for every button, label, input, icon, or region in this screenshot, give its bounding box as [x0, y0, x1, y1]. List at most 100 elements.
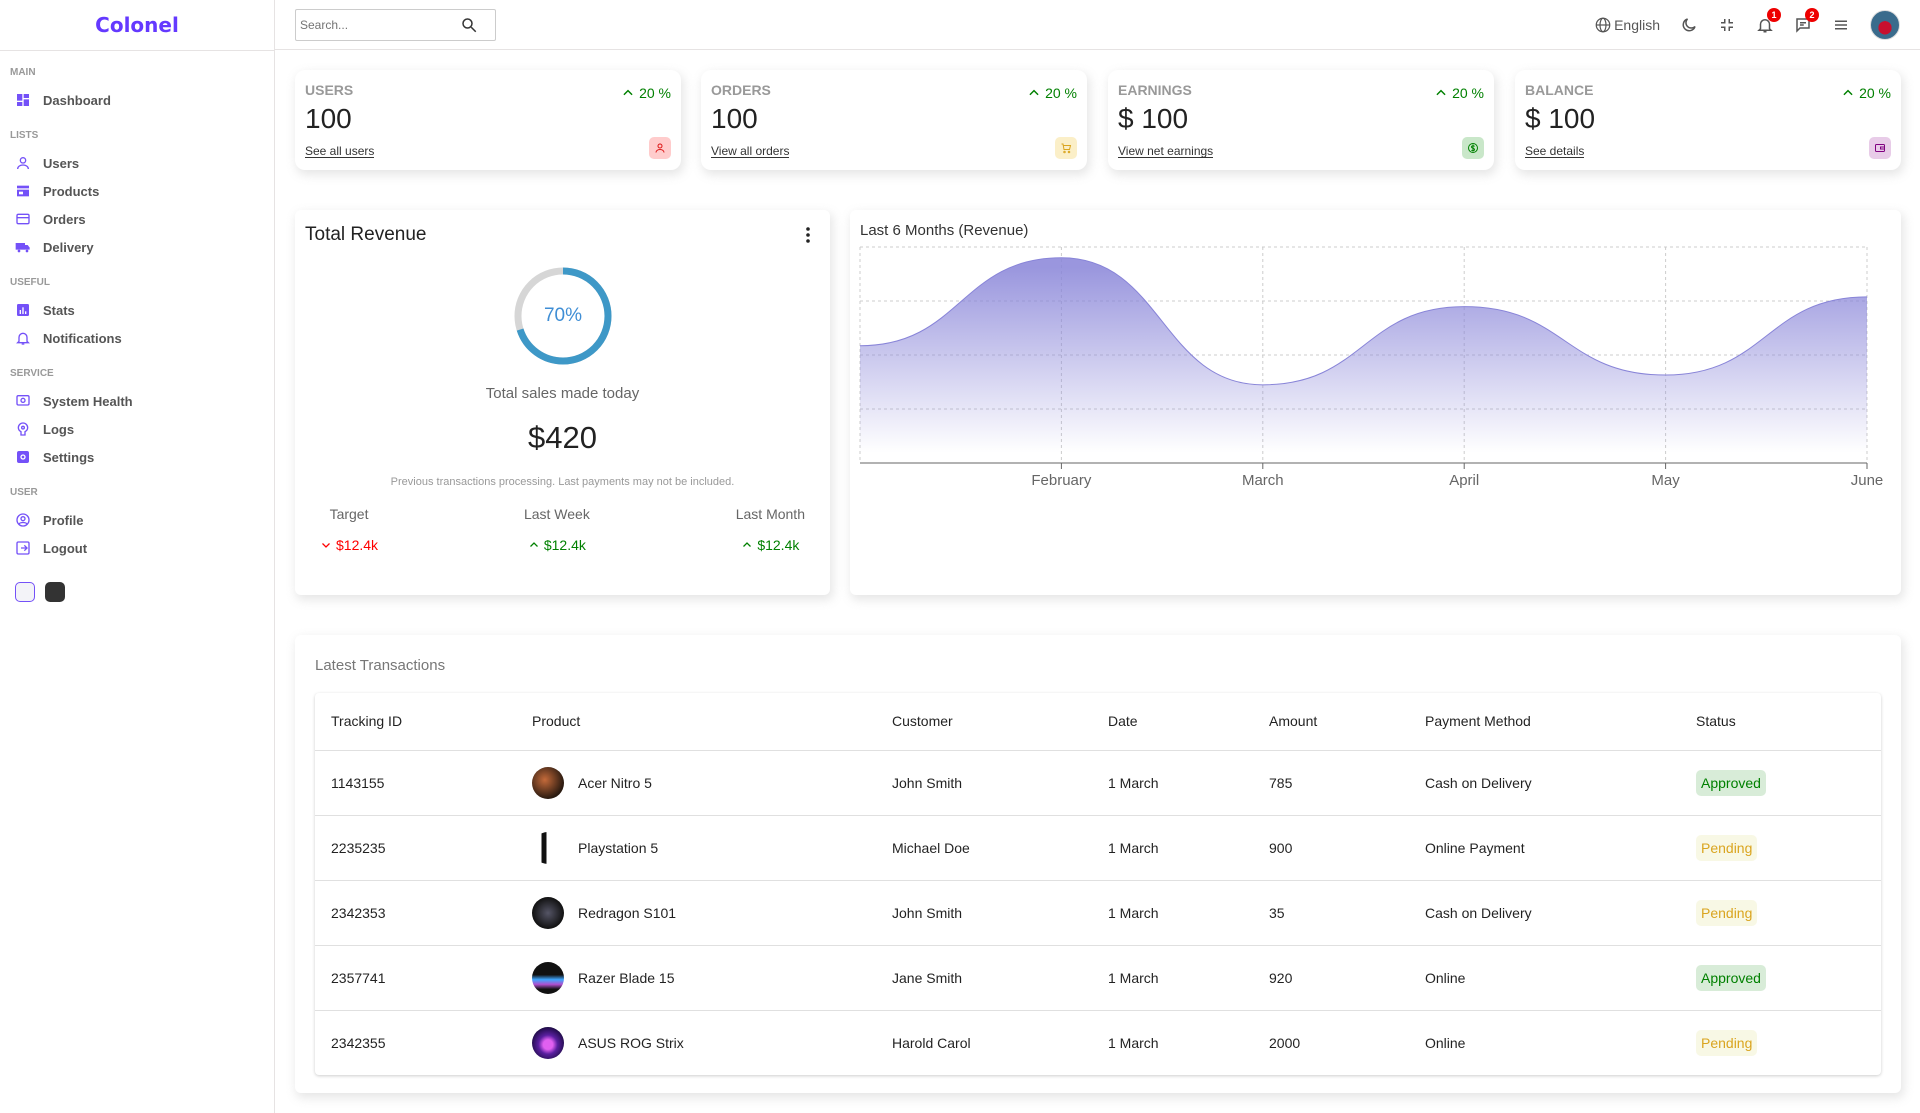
- featured-title: Total Revenue: [305, 224, 427, 245]
- widget-title: ORDERS: [711, 82, 771, 98]
- status-badge: Pending: [1696, 899, 1758, 926]
- sidebar-item-system-health[interactable]: System Health: [10, 387, 274, 415]
- x-tick-label: June: [1851, 472, 1884, 489]
- payment-method-cell: Online: [1425, 1034, 1466, 1051]
- sidebar-item-label: Profile: [43, 512, 84, 528]
- dark-mode-toggle[interactable]: [1680, 16, 1698, 34]
- status-badge: Pending: [1696, 1029, 1758, 1056]
- table-row[interactable]: 2235235 Playstation 5 Michael Doe 1 Marc…: [315, 815, 1881, 881]
- widget-percentage-value: 20 %: [639, 85, 671, 101]
- featured-amount: $420: [528, 420, 597, 455]
- product-name: ASUS ROG Strix: [578, 1034, 684, 1051]
- fullscreen-exit-button[interactable]: [1718, 16, 1736, 34]
- sidebar-item-label: Products: [43, 183, 100, 199]
- widget-link[interactable]: See all users: [305, 144, 375, 158]
- widget-title: BALANCE: [1525, 82, 1594, 98]
- sidebar-item-label: Settings: [43, 449, 95, 465]
- widget-icon: [1869, 137, 1891, 159]
- summary-last-month: Last Month $12.4k: [736, 506, 805, 553]
- widget-percentage: 20 %: [1841, 85, 1891, 101]
- user-avatar[interactable]: [1870, 9, 1900, 40]
- product-image: [532, 961, 564, 994]
- product-cell: Redragon S101: [516, 880, 876, 946]
- summary-result: $12.4k: [736, 537, 805, 553]
- app-logo[interactable]: Colonel: [95, 13, 179, 37]
- amount-cell: 35: [1253, 880, 1409, 946]
- summary-value: $12.4k: [757, 537, 800, 553]
- sidebar-section-title: USER: [10, 487, 38, 498]
- widget-counter: $ 100: [1118, 103, 1189, 134]
- revenue-chart-card: Last 6 Months (Revenue) February March Apr…: [850, 210, 1901, 595]
- sidebar-item-users[interactable]: Users: [10, 149, 274, 177]
- sidebar-item-label: System Health: [43, 393, 133, 409]
- status-cell: Pending: [1680, 815, 1881, 881]
- sidebar-item-delivery[interactable]: Delivery: [10, 233, 274, 261]
- product-cell: Playstation 5: [516, 815, 876, 881]
- payment-method-cell: Online: [1409, 945, 1680, 1011]
- summary-result: $12.4k: [320, 537, 378, 553]
- widget-percentage-value: 20 %: [1045, 85, 1077, 101]
- customer-cell: Jane Smith: [876, 945, 1092, 1011]
- payment-method-cell: Cash on Delivery: [1409, 880, 1680, 946]
- dollar-icon: [1468, 143, 1478, 153]
- sidebar-item-orders[interactable]: Orders: [10, 205, 274, 233]
- search-input[interactable]: [300, 17, 460, 32]
- list-icon: [1835, 20, 1847, 29]
- status-badge: Approved: [1696, 769, 1766, 796]
- customer-cell: Michael Doe: [876, 815, 1092, 881]
- sidebar-item-settings[interactable]: Settings: [10, 443, 274, 471]
- truck-icon: [15, 243, 30, 253]
- payment-method-cell: Online Payment: [1409, 815, 1680, 881]
- widget-balance: BALANCE $ 100 See details 20 %: [1515, 70, 1901, 170]
- transactions-table: Tracking ID Product Customer Date Amount…: [315, 693, 1881, 1075]
- summary-value: $12.4k: [336, 537, 379, 553]
- widget-title: EARNINGS: [1118, 82, 1192, 98]
- bar-chart-icon: [17, 304, 29, 316]
- credit-card-icon: [16, 213, 30, 225]
- column-header: Product: [516, 693, 876, 751]
- sidebar-section-title: LISTS: [10, 130, 39, 141]
- sidebar-section-title: MAIN: [10, 67, 36, 78]
- sidebar-item-profile[interactable]: Profile: [10, 506, 274, 534]
- sidebar-item-logout[interactable]: Logout: [10, 534, 274, 562]
- sidebar-section-useful: USEFUL Stats Notifications: [0, 277, 274, 352]
- arrow-up-icon: [529, 542, 538, 547]
- widget-link[interactable]: See details: [1525, 144, 1585, 158]
- sidebar-item-logs[interactable]: Logs: [10, 415, 274, 443]
- widget-link[interactable]: View all orders: [711, 144, 790, 158]
- cart-icon: [1061, 143, 1072, 154]
- latest-transactions-card: Latest Transactions Tracking ID Product …: [295, 635, 1901, 1093]
- summary-title: Target: [329, 506, 369, 522]
- search-icon[interactable]: [460, 16, 478, 34]
- person-icon: [17, 157, 29, 170]
- sidebar-item-products[interactable]: Products: [10, 177, 274, 205]
- arrow-up-icon: [1029, 89, 1039, 96]
- language-selector[interactable]: English: [1594, 16, 1660, 34]
- widget-icon: [1055, 137, 1077, 159]
- sidebar-item-stats[interactable]: Stats: [10, 296, 274, 324]
- widget-link[interactable]: View net earnings: [1118, 144, 1214, 158]
- widget-percentage: 20 %: [1027, 85, 1077, 101]
- dark-theme-button[interactable]: [45, 582, 65, 602]
- more-vert-icon[interactable]: [800, 225, 816, 245]
- product-name: Redragon S101: [578, 904, 677, 921]
- light-theme-button[interactable]: [15, 582, 35, 602]
- arrow-up-icon: [1843, 89, 1853, 96]
- messages-button[interactable]: 2: [1794, 7, 1819, 34]
- list-menu-button[interactable]: [1832, 16, 1850, 34]
- x-tick-label: March: [1242, 472, 1284, 489]
- bell-icon: [16, 332, 30, 345]
- featured-revenue-card: Total Revenue 70% Total sales made today…: [295, 210, 830, 595]
- product-image: [532, 1026, 564, 1059]
- table-row[interactable]: 2342355 ASUS ROG Strix Harold Carol 1 Ma…: [315, 1010, 1881, 1075]
- sidebar-item-dashboard[interactable]: Dashboard: [10, 86, 274, 114]
- table-row[interactable]: 2357741 Razer Blade 15 Jane Smith 1 Marc…: [315, 945, 1881, 1011]
- table-row[interactable]: 1143155 Acer Nitro 5 John Smith 1 March …: [315, 750, 1881, 816]
- notifications-button[interactable]: 1: [1756, 7, 1781, 34]
- sidebar-item-notifications[interactable]: Notifications: [10, 324, 274, 352]
- status-cell: Pending: [1680, 880, 1881, 946]
- top-navbar: English 1 2: [275, 0, 1920, 50]
- theme-switcher: [0, 582, 274, 602]
- settings-system-icon: [16, 395, 30, 406]
- table-row[interactable]: 2342353 Redragon S101 John Smith 1 March…: [315, 880, 1881, 946]
